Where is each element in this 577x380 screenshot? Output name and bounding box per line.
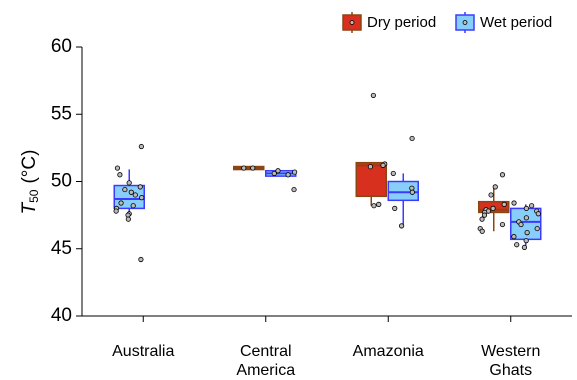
y-tick-label: 50 — [51, 171, 72, 192]
data-point — [488, 192, 494, 198]
data-point — [409, 135, 415, 142]
y-tick-label: 60 — [51, 36, 72, 57]
data-point — [275, 168, 281, 174]
data-point — [371, 203, 377, 209]
data-point — [390, 170, 396, 177]
y-axis-label: T50 (°C) — [19, 150, 41, 215]
data-point — [130, 203, 136, 209]
data-point — [490, 205, 496, 211]
data-point — [511, 200, 517, 206]
data-point — [524, 230, 530, 236]
data-point — [250, 165, 256, 171]
data-point — [370, 92, 376, 99]
data-point — [521, 244, 528, 251]
data-point — [367, 164, 374, 170]
legend-label: Wet period — [480, 14, 552, 31]
legend-label: Dry period — [367, 14, 436, 31]
data-point — [113, 208, 119, 214]
data-point — [285, 172, 291, 178]
data-point — [479, 216, 485, 222]
data-point — [392, 205, 398, 211]
data-point — [523, 215, 529, 221]
data-point — [241, 165, 247, 171]
data-point — [114, 165, 121, 171]
data-point — [380, 162, 386, 168]
data-point — [492, 184, 498, 190]
data-point — [122, 186, 128, 193]
data-point — [535, 211, 541, 217]
data-point — [138, 256, 144, 263]
x-tick-label: Australia — [112, 343, 175, 360]
data-point — [479, 228, 485, 234]
data-point — [518, 221, 524, 228]
data-point — [271, 170, 277, 177]
data-point — [511, 234, 517, 240]
data-point — [128, 189, 134, 195]
data-point — [376, 201, 382, 207]
data-point — [132, 192, 138, 198]
data-point — [118, 200, 124, 206]
x-tick-label: Amazonia — [352, 343, 424, 360]
y-tick-label: 40 — [51, 305, 72, 326]
legend: Dry period Wet period — [342, 12, 552, 33]
legend-dot — [349, 20, 355, 25]
data-point — [398, 223, 405, 229]
data-point — [529, 203, 535, 209]
y-label-unit: (°C) — [19, 150, 40, 184]
data-point — [292, 169, 298, 175]
y-tick-label: 45 — [51, 238, 72, 259]
data-point — [409, 189, 415, 195]
y-label-subscript: 50 — [27, 189, 41, 203]
data-point — [138, 143, 144, 150]
data-point — [501, 201, 507, 207]
y-label-symbol: T — [19, 201, 40, 214]
data-point — [534, 225, 540, 232]
data-point — [523, 205, 529, 211]
data-point — [117, 172, 123, 178]
data-point — [139, 195, 145, 201]
data-point — [125, 216, 131, 222]
y-tick-label: 55 — [51, 103, 72, 124]
data-point — [291, 186, 297, 193]
x-tick-label: Central America — [236, 343, 296, 379]
data-point — [514, 242, 520, 248]
data-point — [126, 180, 132, 186]
x-tick-label: Western Ghats — [481, 343, 541, 379]
data-point — [499, 172, 506, 178]
data-point — [499, 221, 506, 228]
legend-dot — [462, 20, 468, 25]
data-point — [523, 238, 529, 244]
data-point — [137, 184, 143, 190]
data-point — [481, 212, 488, 218]
